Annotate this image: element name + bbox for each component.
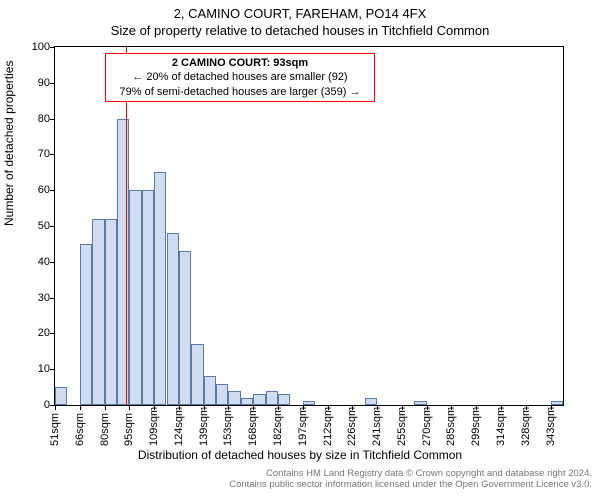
y-tick-label: 80: [38, 113, 50, 125]
annotation-line-2: ← 20% of detached houses are smaller (92…: [112, 70, 368, 84]
x-tick-label: 168sqm: [247, 407, 259, 446]
y-tick-mark: [50, 83, 54, 84]
page-subtitle: Size of property relative to detached ho…: [0, 23, 600, 38]
chart-plot-area: 2 CAMINO COURT: 93sqm← 20% of detached h…: [54, 46, 564, 406]
histogram-bar: [204, 376, 216, 405]
histogram-bar: [303, 401, 315, 405]
x-tick-mark: [352, 406, 353, 410]
histogram-bar: [55, 387, 67, 405]
x-tick-label: 197sqm: [297, 407, 309, 446]
y-tick-label: 20: [38, 327, 50, 339]
x-tick-mark: [427, 406, 428, 410]
x-tick-mark: [105, 406, 106, 410]
y-tick-mark: [50, 226, 54, 227]
x-tick-label: 66sqm: [74, 413, 86, 446]
histogram-bar: [179, 251, 191, 405]
histogram-bar: [105, 219, 117, 405]
histogram-bar: [253, 394, 265, 405]
histogram-bar: [142, 190, 154, 405]
x-tick-mark: [526, 406, 527, 410]
x-tick-mark: [278, 406, 279, 410]
footer-line-2: Contains public sector information licen…: [0, 479, 592, 490]
x-tick-label: 80sqm: [99, 413, 111, 446]
x-tick-mark: [328, 406, 329, 410]
histogram-bar: [266, 391, 278, 405]
x-tick-label: 285sqm: [445, 407, 457, 446]
x-tick-label: 139sqm: [198, 407, 210, 446]
x-tick-label: 328sqm: [520, 407, 532, 446]
x-tick-mark: [451, 406, 452, 410]
histogram-bar: [414, 401, 426, 405]
y-tick-label: 60: [38, 184, 50, 196]
annotation-line-1: 2 CAMINO COURT: 93sqm: [112, 56, 368, 70]
x-tick-label: 212sqm: [322, 407, 334, 446]
footer-line-1: Contains HM Land Registry data © Crown c…: [0, 468, 592, 479]
y-tick-label: 50: [38, 220, 50, 232]
y-tick-mark: [50, 262, 54, 263]
histogram-bar: [80, 244, 92, 405]
y-tick-label: 40: [38, 256, 50, 268]
y-tick-mark: [50, 47, 54, 48]
x-tick-mark: [204, 406, 205, 410]
histogram-bar: [241, 398, 253, 405]
histogram-bar: [129, 190, 141, 405]
x-tick-label: 314sqm: [495, 407, 507, 446]
y-tick-label: 100: [32, 41, 50, 53]
y-tick-mark: [50, 154, 54, 155]
x-tick-mark: [179, 406, 180, 410]
x-tick-label: 226sqm: [346, 407, 358, 446]
x-tick-label: 270sqm: [421, 407, 433, 446]
x-tick-mark: [129, 406, 130, 410]
y-tick-mark: [50, 190, 54, 191]
page-title: 2, CAMINO COURT, FAREHAM, PO14 4FX: [0, 6, 600, 21]
y-tick-mark: [50, 405, 54, 406]
footer-credits: Contains HM Land Registry data © Crown c…: [0, 468, 592, 491]
x-tick-label: 343sqm: [545, 407, 557, 446]
y-tick-mark: [50, 369, 54, 370]
x-tick-mark: [377, 406, 378, 410]
histogram-bar: [191, 344, 203, 405]
y-tick-label: 10: [38, 363, 50, 375]
y-tick-mark: [50, 119, 54, 120]
x-tick-mark: [501, 406, 502, 410]
histogram-bar: [216, 384, 228, 405]
x-tick-label: 124sqm: [173, 407, 185, 446]
annotation-box: 2 CAMINO COURT: 93sqm← 20% of detached h…: [105, 53, 375, 102]
histogram-bar: [551, 401, 563, 405]
x-tick-mark: [476, 406, 477, 410]
x-tick-label: 153sqm: [222, 407, 234, 446]
x-tick-label: 51sqm: [49, 413, 61, 446]
annotation-line-3: 79% of semi-detached houses are larger (…: [112, 85, 368, 99]
x-tick-mark: [253, 406, 254, 410]
y-tick-label: 30: [38, 292, 50, 304]
x-tick-mark: [228, 406, 229, 410]
x-tick-label: 241sqm: [371, 407, 383, 446]
y-tick-mark: [50, 298, 54, 299]
histogram-bar: [365, 398, 377, 405]
y-axis-label: Number of detached properties: [2, 61, 16, 226]
histogram-bar: [117, 119, 129, 405]
x-tick-mark: [303, 406, 304, 410]
x-tick-mark: [551, 406, 552, 410]
y-tick-mark: [50, 333, 54, 334]
histogram-bar: [92, 219, 104, 405]
histogram-bar: [167, 233, 179, 405]
x-tick-label: 109sqm: [148, 407, 160, 446]
y-tick-label: 70: [38, 148, 50, 160]
histogram-bar: [228, 391, 240, 405]
x-tick-label: 255sqm: [396, 407, 408, 446]
x-tick-label: 95sqm: [123, 413, 135, 446]
x-tick-mark: [80, 406, 81, 410]
x-tick-label: 299sqm: [470, 407, 482, 446]
x-tick-mark: [154, 406, 155, 410]
x-tick-label: 182sqm: [272, 407, 284, 446]
x-axis-label: Distribution of detached houses by size …: [0, 448, 600, 462]
x-tick-mark: [402, 406, 403, 410]
histogram-bar: [154, 172, 166, 405]
y-tick-label: 90: [38, 77, 50, 89]
x-tick-mark: [55, 406, 56, 410]
histogram-bar: [278, 394, 290, 405]
